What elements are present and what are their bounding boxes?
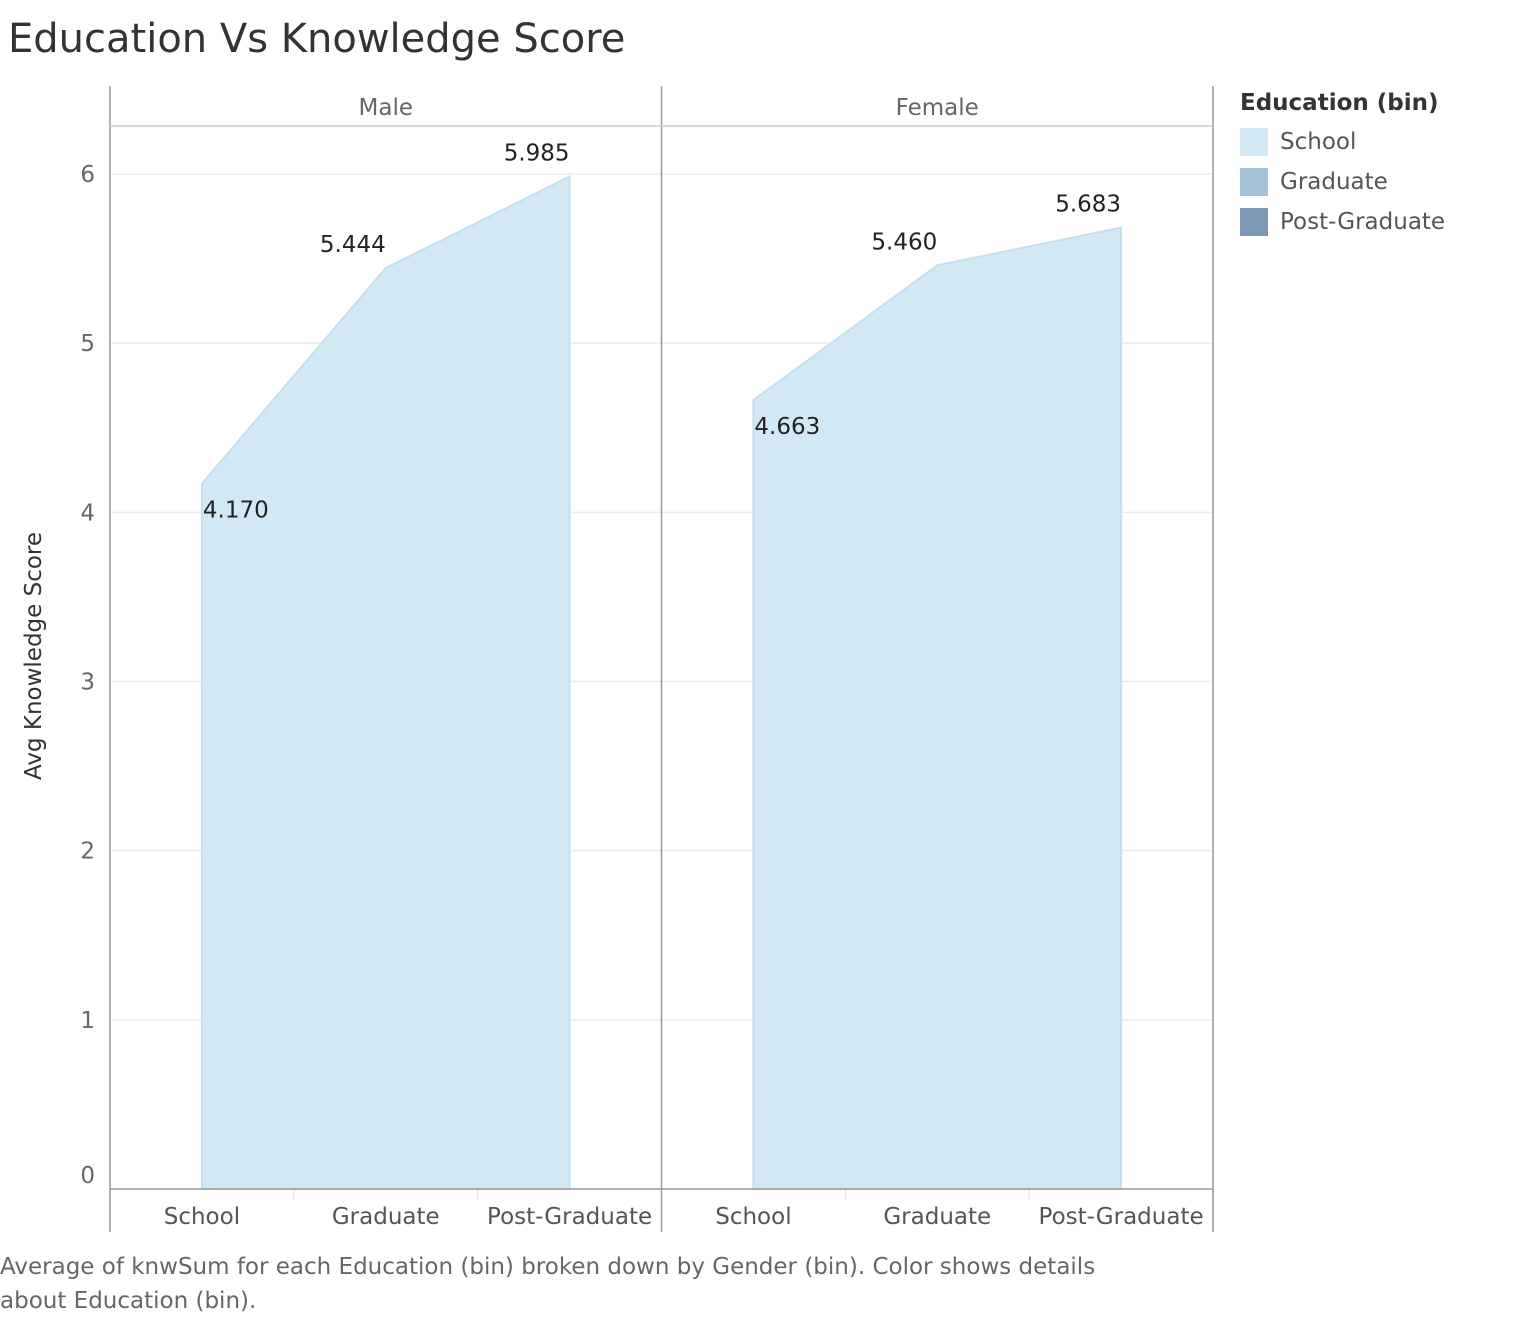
data-label: 4.170 <box>203 498 269 524</box>
legend-item: Post-Graduate <box>1240 202 1445 242</box>
panel-header-male: Male <box>359 95 413 121</box>
x-tick-label: School <box>715 1204 791 1230</box>
legend: Education (bin) School Graduate Post-Gradu… <box>1240 90 1445 242</box>
legend-item: School <box>1240 122 1445 162</box>
data-label: 5.460 <box>871 229 937 255</box>
x-tick-label: Graduate <box>883 1204 991 1230</box>
area-male <box>200 174 571 1190</box>
legend-label: Post-Graduate <box>1280 209 1446 235</box>
panel-header-female: Female <box>896 95 979 121</box>
y-tick-label: 1 <box>80 1008 95 1034</box>
y-axis-label: Avg Knowledge Score <box>21 532 47 780</box>
y-tick-label: 6 <box>80 162 95 188</box>
legend-item: Graduate <box>1240 162 1445 202</box>
data-label: 5.444 <box>320 232 386 258</box>
y-tick-label: 0 <box>80 1163 95 1189</box>
legend-swatch <box>1240 168 1268 196</box>
x-tick-label: Post-Graduate <box>1039 1204 1204 1230</box>
data-label: 4.663 <box>754 414 820 440</box>
chart-title: Education Vs Knowledge Score <box>8 16 626 62</box>
chart-caption: Average of knwSum for each Education (bi… <box>0 1254 1096 1314</box>
legend-swatch <box>1240 208 1268 236</box>
x-tick-label: Post-Graduate <box>487 1204 652 1230</box>
legend-swatch <box>1240 128 1268 156</box>
area-female <box>752 226 1123 1190</box>
y-tick-label: 4 <box>80 500 95 526</box>
x-tick-label: Graduate <box>332 1204 440 1230</box>
y-tick-label: 2 <box>80 839 95 865</box>
area-marks <box>200 174 1123 1190</box>
legend-items: School Graduate Post-Graduate <box>1240 122 1445 242</box>
y-tick-label: 5 <box>80 331 95 357</box>
legend-title: Education (bin) <box>1240 90 1439 116</box>
y-tick-label: 3 <box>80 670 95 696</box>
data-label: 5.683 <box>1055 192 1121 218</box>
legend-label: School <box>1280 129 1357 155</box>
legend-label: Graduate <box>1280 169 1388 195</box>
data-label: 5.985 <box>504 141 570 167</box>
chart-frame <box>109 86 1214 1232</box>
chart-text: 0 1 2 3 4 5 6 Avg Knowledge Score 4.170 5.444 5.98… <box>21 95 1204 1230</box>
x-tick-label: School <box>164 1204 240 1230</box>
